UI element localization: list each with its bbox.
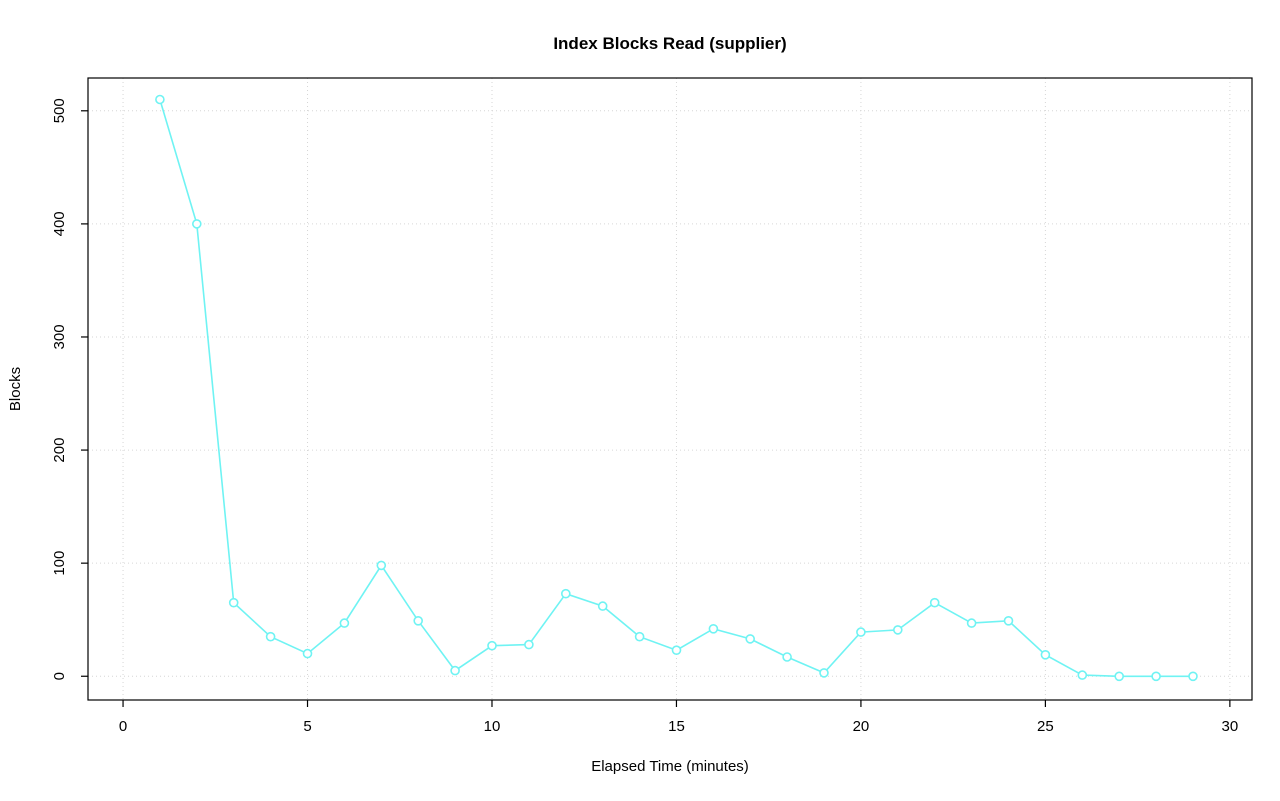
x-tick-label: 10 (484, 718, 501, 735)
chart-title: Index Blocks Read (supplier) (553, 34, 786, 53)
data-point-marker (155, 94, 165, 105)
x-tick-label: 5 (303, 718, 311, 735)
x-tick-label: 20 (853, 718, 870, 735)
data-point-marker (892, 625, 903, 635)
x-axis-label: Elapsed Time (minutes) (591, 758, 749, 775)
data-point-marker (413, 615, 424, 626)
data-point-marker (782, 652, 792, 662)
data-point-marker (1151, 671, 1161, 682)
x-tick-label: 0 (119, 718, 127, 735)
data-point-marker (819, 668, 829, 678)
x-tick-label: 15 (668, 718, 685, 735)
y-axis: 0 100 200 300 400 500 (51, 98, 88, 680)
data-point-marker (192, 219, 202, 229)
gridlines (88, 78, 1252, 700)
data-point-marker (1040, 649, 1051, 660)
data-point-marker (671, 645, 682, 656)
data-point-marker (1077, 670, 1088, 680)
x-tick-label: 25 (1037, 718, 1054, 735)
data-point-marker (376, 560, 387, 571)
data-point-marker (1114, 671, 1124, 682)
data-point-marker (487, 640, 497, 651)
data-point-marker (634, 631, 645, 642)
y-tick-label: 100 (51, 551, 68, 576)
data-point-marker (745, 634, 756, 644)
data-point-marker (265, 631, 276, 642)
data-point-marker (560, 588, 571, 599)
data-series (155, 94, 1198, 682)
y-tick-label: 500 (51, 98, 68, 123)
data-point-marker (1003, 615, 1014, 626)
y-axis-label: Blocks (7, 367, 24, 411)
data-point-marker (856, 627, 866, 637)
y-tick-label: 400 (51, 211, 68, 236)
data-point-marker (339, 618, 350, 628)
data-point-marker (1188, 671, 1198, 682)
data-point-marker (929, 597, 940, 608)
data-point-marker (708, 623, 719, 634)
x-tick-label: 30 (1222, 718, 1239, 735)
data-point-marker (450, 665, 460, 676)
data-point-marker (228, 597, 239, 608)
data-point-marker (966, 618, 977, 628)
data-point-marker (524, 639, 534, 650)
data-point-marker (302, 648, 313, 659)
y-tick-label: 0 (51, 672, 68, 680)
y-tick-label: 300 (51, 324, 68, 349)
y-tick-label: 200 (51, 438, 68, 463)
data-point-marker (597, 601, 608, 611)
x-axis: 0 5 10 15 20 25 30 (119, 700, 1238, 735)
plot-box (87, 77, 1253, 701)
